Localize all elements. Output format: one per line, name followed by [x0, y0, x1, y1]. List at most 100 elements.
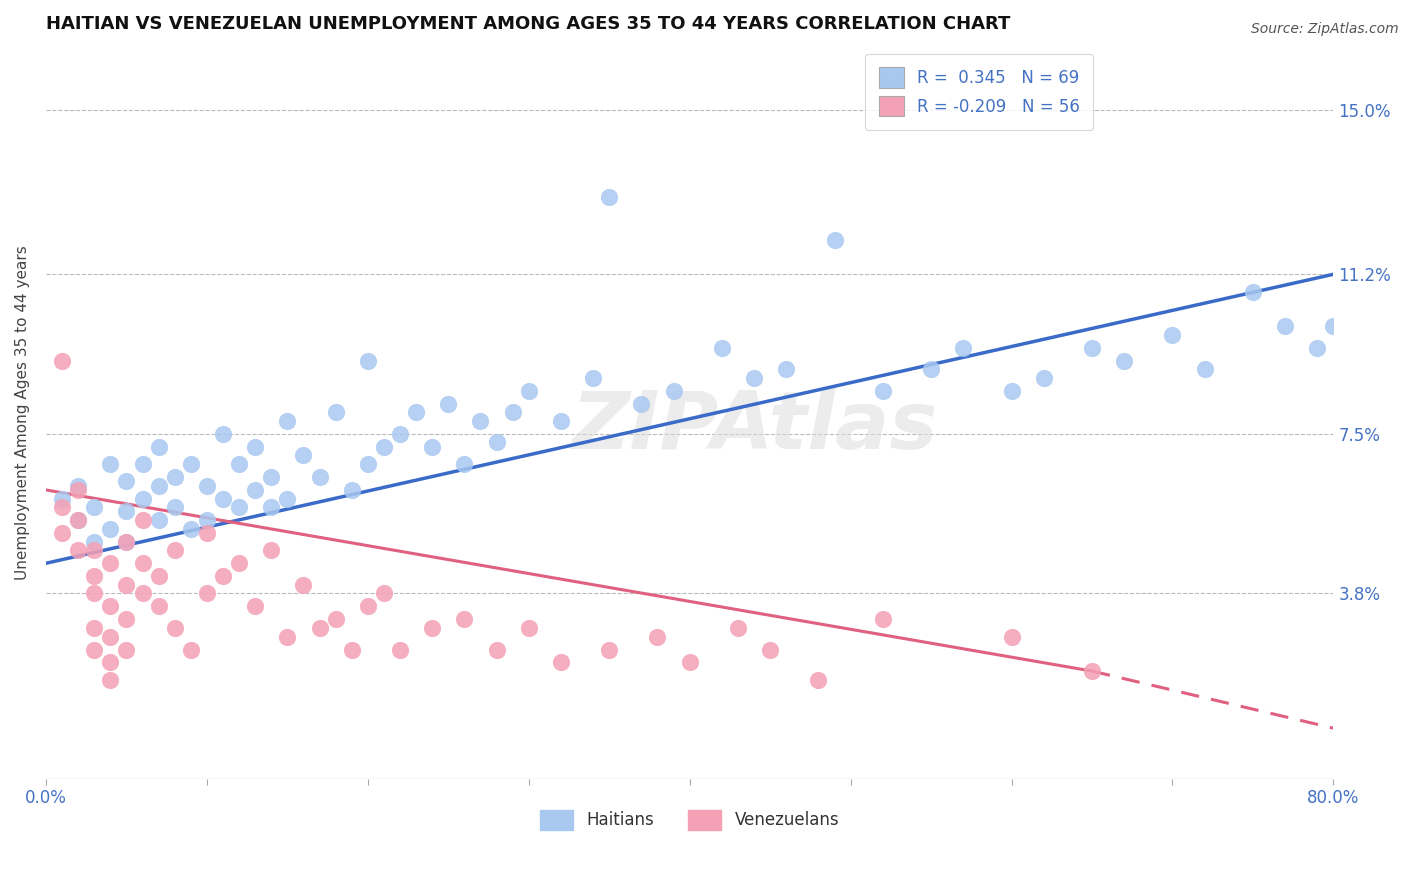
Point	[180, 522, 202, 536]
Point	[710, 341, 733, 355]
Point	[212, 491, 235, 506]
Point	[243, 483, 266, 497]
Point	[872, 612, 894, 626]
Point	[517, 621, 540, 635]
Point	[357, 457, 380, 471]
Point	[598, 642, 620, 657]
Point	[550, 656, 572, 670]
Point	[1161, 327, 1184, 342]
Point	[243, 599, 266, 614]
Point	[647, 630, 669, 644]
Point	[131, 457, 153, 471]
Point	[131, 586, 153, 600]
Point	[51, 500, 73, 515]
Point	[148, 569, 170, 583]
Point	[727, 621, 749, 635]
Point	[420, 440, 443, 454]
Point	[67, 478, 90, 492]
Point	[163, 500, 186, 515]
Point	[420, 621, 443, 635]
Point	[517, 384, 540, 398]
Point	[83, 621, 105, 635]
Point	[180, 457, 202, 471]
Point	[148, 599, 170, 614]
Legend: Haitians, Venezuelans: Haitians, Venezuelans	[533, 803, 846, 837]
Point	[148, 478, 170, 492]
Point	[195, 513, 218, 527]
Point	[1274, 319, 1296, 334]
Point	[920, 362, 942, 376]
Point	[292, 449, 315, 463]
Point	[115, 534, 138, 549]
Point	[115, 642, 138, 657]
Point	[228, 457, 250, 471]
Point	[373, 440, 395, 454]
Point	[51, 353, 73, 368]
Point	[195, 526, 218, 541]
Point	[228, 500, 250, 515]
Point	[340, 642, 363, 657]
Point	[485, 642, 508, 657]
Point	[276, 414, 298, 428]
Point	[148, 513, 170, 527]
Point	[1306, 341, 1329, 355]
Point	[98, 630, 121, 644]
Point	[1241, 285, 1264, 299]
Point	[759, 642, 782, 657]
Point	[1114, 353, 1136, 368]
Point	[582, 371, 605, 385]
Point	[1032, 371, 1054, 385]
Point	[357, 353, 380, 368]
Point	[83, 534, 105, 549]
Point	[67, 513, 90, 527]
Point	[550, 414, 572, 428]
Point	[115, 578, 138, 592]
Point	[389, 642, 412, 657]
Point	[98, 556, 121, 570]
Point	[1000, 384, 1022, 398]
Point	[1081, 664, 1104, 678]
Point	[260, 543, 283, 558]
Point	[357, 599, 380, 614]
Point	[131, 513, 153, 527]
Point	[83, 543, 105, 558]
Point	[276, 630, 298, 644]
Point	[807, 673, 830, 687]
Point	[131, 491, 153, 506]
Point	[148, 440, 170, 454]
Point	[98, 673, 121, 687]
Point	[260, 500, 283, 515]
Point	[212, 426, 235, 441]
Point	[389, 426, 412, 441]
Point	[260, 470, 283, 484]
Point	[1081, 341, 1104, 355]
Point	[131, 556, 153, 570]
Point	[308, 470, 330, 484]
Point	[292, 578, 315, 592]
Point	[67, 483, 90, 497]
Point	[98, 656, 121, 670]
Point	[243, 440, 266, 454]
Point	[195, 478, 218, 492]
Point	[325, 405, 347, 419]
Point	[98, 522, 121, 536]
Point	[598, 189, 620, 203]
Point	[98, 599, 121, 614]
Text: Source: ZipAtlas.com: Source: ZipAtlas.com	[1251, 22, 1399, 37]
Point	[51, 526, 73, 541]
Point	[276, 491, 298, 506]
Point	[373, 586, 395, 600]
Point	[437, 397, 460, 411]
Point	[180, 642, 202, 657]
Point	[470, 414, 492, 428]
Point	[308, 621, 330, 635]
Point	[1000, 630, 1022, 644]
Point	[163, 470, 186, 484]
Point	[67, 543, 90, 558]
Text: ZIPAtlas: ZIPAtlas	[571, 388, 938, 466]
Point	[83, 586, 105, 600]
Point	[775, 362, 797, 376]
Point	[67, 513, 90, 527]
Point	[98, 457, 121, 471]
Point	[502, 405, 524, 419]
